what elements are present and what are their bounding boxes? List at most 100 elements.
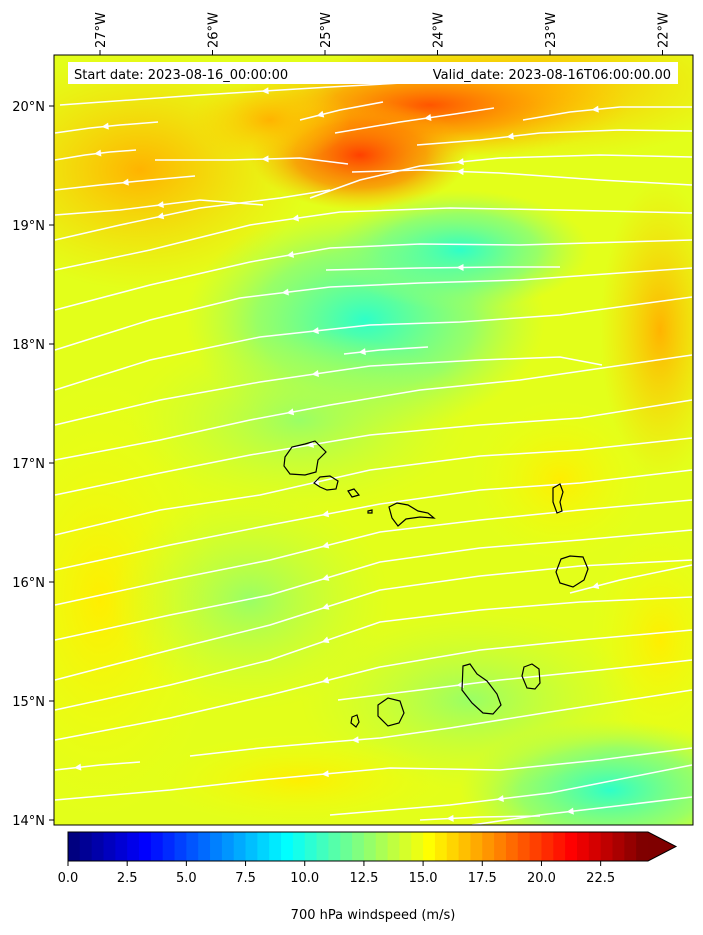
colorbar-step [565,832,578,861]
windspeed-field [54,55,693,825]
streamline [54,239,693,311]
colorbar-step [186,832,199,861]
colorbar-step [328,832,341,861]
colorbar-step [494,832,507,861]
streamline [54,354,693,461]
streamline [54,469,693,571]
colorbar-step [411,832,424,861]
streamline-arrow-icon [316,110,325,118]
colorbar-step [292,832,306,861]
streamline-arrow-icon [311,327,319,335]
streamline [351,169,693,186]
streamline [54,267,693,351]
streamline-arrow-icon [446,814,454,822]
coastlines [283,440,589,728]
colorbar-extend-arrow [648,832,676,861]
colorbar-step [612,832,625,861]
colorbar-step [399,832,412,861]
colorbar-step [221,832,235,861]
wind-streamlines [54,81,693,825]
streamline [337,659,693,701]
streamline [54,761,141,771]
streamline-arrow-icon [306,440,315,448]
streamline-arrow-icon [291,214,299,222]
colorbar-step [458,832,472,861]
island-sal [552,483,564,514]
colorbar-step [529,832,543,861]
colorbar-step [517,832,531,861]
island-santo-antao [283,440,327,476]
colorbar-step [281,832,294,861]
colorbar-step [352,832,365,861]
streamline-arrow-icon [456,263,464,271]
colorbar-step [91,832,105,861]
streamline [54,529,693,641]
colorbar-step [600,832,614,861]
start-date-label: Start date: 2023-08-16_00:00:00 [74,68,288,83]
colorbar-tick-label: 20.0 [527,871,556,886]
colorbar-step [245,832,258,861]
lat-tick-label: 18°N [12,338,45,353]
streamline-arrow-icon [424,114,432,121]
lon-tick-label: 26°W [207,12,222,48]
streamline-arrow-icon [591,582,600,590]
streamline-arrow-icon [496,795,504,803]
colorbar-ticks: 0.0 2.5 5.0 7.5 10.0 12.5 15.0 17.5 20.0 22.5 [58,861,615,886]
colorbar-step [576,832,590,861]
streamline [569,564,693,594]
colorbar-step [588,832,602,861]
streamline-arrow-icon [321,510,330,518]
streamline [54,356,603,426]
colorbar-step [624,832,637,861]
island-raso [367,509,373,514]
longitude-labels: 27°W 26°W 25°W 24°W 23°W 22°W [94,12,672,55]
header-box [68,62,678,84]
streamline-arrow-icon [156,201,164,209]
lat-tick-label: 15°N [12,695,45,710]
colorbar-step [162,832,176,861]
lon-tick-label: 27°W [94,12,109,48]
colorbar-step [363,832,377,861]
colorbar-step [340,832,353,861]
streamline [419,815,541,821]
streamline-arrow-icon [566,807,574,815]
streamline-arrow-icon [321,636,330,644]
colorbar-step [316,832,330,861]
streamline-arrow-icon [321,541,330,549]
colorbar-step [269,832,282,861]
streamline [54,629,693,741]
streamline [299,101,384,121]
latitude-labels: 20°N 19°N 18°N 17°N 16°N 15°N 14°N [12,100,54,829]
streamline [189,689,693,757]
streamline [54,296,693,391]
lat-tick-label: 17°N [12,457,45,472]
colorbar-step [375,832,389,861]
colorbar: 0.0 2.5 5.0 7.5 10.0 12.5 15.0 17.5 20.0 22.5 700… [58,831,678,923]
colorbar-tick-label: 0.0 [58,871,79,886]
streamline-arrow-icon [506,132,514,140]
colorbar-tick-label: 5.0 [176,871,197,886]
streamline [54,399,693,496]
streamline-arrow-icon [261,155,269,163]
streamline [54,189,331,241]
colorbar-step [505,832,519,861]
colorbar-step [115,832,128,861]
colorbar-tick-label: 2.5 [117,871,138,886]
island-sao-vicente [313,475,339,491]
streamline-arrow-icon [281,288,289,296]
streamline-arrow-icon [311,370,319,377]
lat-tick-label: 20°N [12,100,45,115]
colorbar-tick-label: 12.5 [349,871,378,886]
streamline-arrow-icon [321,603,330,610]
valid-date-label: Valid_date: 2023-08-16T06:00:00.00 [433,68,671,83]
colorbar-step [541,832,554,861]
streamline [54,596,693,711]
island-boa-vista [555,555,589,588]
streamline [54,559,693,681]
island-sao-nicolau [388,502,436,527]
colorbar-label: 700 hPa windspeed (m/s) [291,908,456,923]
colorbar-step [257,832,270,861]
colorbar-step [150,832,164,861]
streamline-arrow-icon [261,87,269,95]
